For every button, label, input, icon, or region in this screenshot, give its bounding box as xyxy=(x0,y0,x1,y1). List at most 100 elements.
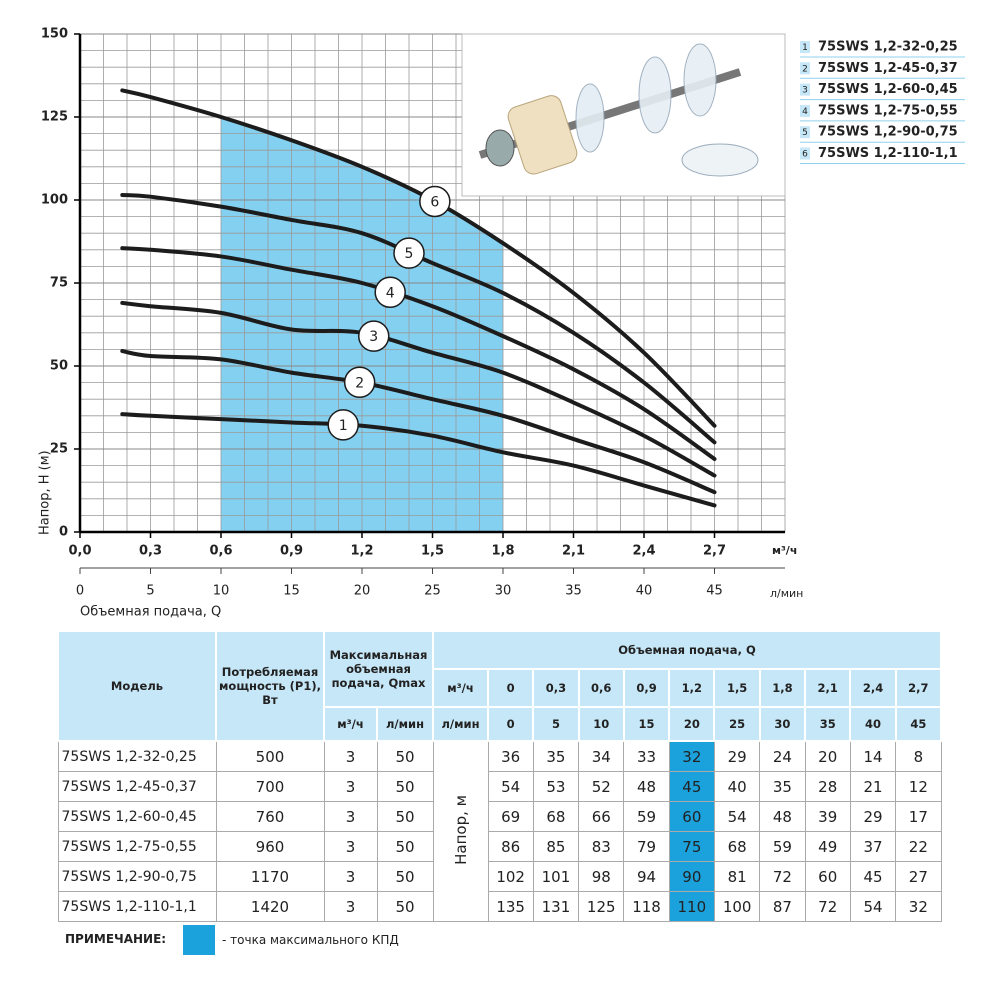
table-row: 75SWS 1,2-60-0,45 760 3 50 69 68 66 59 60 54 48 39 2… xyxy=(57,801,942,832)
table-cell: 50 xyxy=(376,801,434,832)
x2-tick-label: 35 xyxy=(565,584,582,599)
table-cell: 75SWS 1,2-75-0,55 xyxy=(57,831,217,862)
table-cell: 20 xyxy=(804,740,851,772)
x-tick-label: 0,9 xyxy=(280,544,303,559)
curve-label-circle xyxy=(393,237,425,269)
table-cell: 66 xyxy=(578,801,625,832)
header-cell: 1,8 xyxy=(758,668,807,708)
table-cell: 118 xyxy=(623,891,670,922)
header-cell: 2,1 xyxy=(804,668,852,708)
x-tick-label: 2,4 xyxy=(632,544,655,559)
header-cell: л/мин xyxy=(432,706,489,742)
data-table: Модель Потребляемая мощность (P1), Вт Макс… xyxy=(57,630,943,922)
legend-number: 3 xyxy=(802,86,808,96)
table-cell: 3 xyxy=(323,831,378,862)
table-cell: 135 xyxy=(487,891,534,922)
header-cell: 0 xyxy=(486,668,535,708)
y-axis-label: Напор, Н (м) xyxy=(38,450,53,535)
header-cell: 0,6 xyxy=(577,668,625,708)
table-cell: 45 xyxy=(849,861,897,892)
legend-box xyxy=(800,147,810,160)
table-cell: 90 xyxy=(668,861,715,892)
curve-label-circle xyxy=(419,185,451,218)
table-cell: 98 xyxy=(578,861,625,892)
legend-box xyxy=(800,41,810,53)
table-cell: 50 xyxy=(376,831,434,862)
curve-label-circle xyxy=(374,276,406,309)
table-cell: 3 xyxy=(323,891,378,922)
header-cell: 1,2 xyxy=(668,668,716,708)
legend-number: 1 xyxy=(802,43,808,53)
table-cell: 960 xyxy=(215,831,325,862)
legend-box xyxy=(800,104,810,117)
y-tick-label: 0 xyxy=(59,525,68,540)
header-cell: 0 xyxy=(486,706,535,742)
x-tick-label: 0,3 xyxy=(139,544,162,559)
curve-label-circle xyxy=(343,366,376,399)
header-cell: 0,3 xyxy=(532,668,580,708)
table-cell: 48 xyxy=(759,801,806,832)
note: ПРИМЕЧАНИЕ: xyxy=(65,932,167,946)
header-cell: 2,4 xyxy=(849,668,897,708)
table-cell: 50 xyxy=(376,891,434,922)
legend-entry: 75SWS 1,2-110-1,1 xyxy=(818,146,958,161)
y-tick-label: 150 xyxy=(41,27,68,42)
table-cell: 54 xyxy=(487,771,534,802)
x-tick-label: 0,6 xyxy=(209,544,232,559)
header-cell: 15 xyxy=(622,706,671,742)
x-axis-label: Объемная подача, Q xyxy=(80,605,221,620)
curve xyxy=(120,349,717,495)
header-cell: 40 xyxy=(849,706,897,742)
y-tick-label: 25 xyxy=(50,442,68,457)
table-cell: 3 xyxy=(323,861,378,892)
table-cell: 14 xyxy=(849,740,897,772)
table-row: Модель Потребляемая мощность (P1), Вт Макс… xyxy=(57,630,943,742)
legend-entry: 75SWS 1,2-90-0,75 xyxy=(818,125,958,140)
x2-tick-label: 25 xyxy=(424,584,441,599)
x2-tick-label: 40 xyxy=(636,584,653,599)
x-tick-label: 2,1 xyxy=(562,544,585,559)
table-cell: 68 xyxy=(532,801,580,832)
table-cell: 34 xyxy=(578,740,625,772)
x-tick-label: 0,0 xyxy=(68,544,91,559)
table-cell: 81 xyxy=(713,861,761,892)
curve-label: 4 xyxy=(386,285,395,301)
table-cell: 94 xyxy=(623,861,670,892)
table-cell: 500 xyxy=(215,740,325,772)
table-cell: 8 xyxy=(895,740,942,772)
table-cell: 22 xyxy=(895,831,942,862)
table-cell: 12 xyxy=(895,771,942,802)
table-cell: 125 xyxy=(578,891,625,922)
table-cell: 83 xyxy=(578,831,625,862)
x-unit: м³/ч xyxy=(772,544,797,557)
curve-label-circle xyxy=(327,409,359,441)
table-cell: 35 xyxy=(532,740,580,772)
header-cell: 5 xyxy=(532,706,580,742)
table-cell: 32 xyxy=(668,740,715,772)
table-cell: 1420 xyxy=(215,891,325,922)
table-cell: 28 xyxy=(804,771,851,802)
table-cell: 53 xyxy=(532,771,580,802)
note-swatch xyxy=(183,925,215,955)
table-cell: 60 xyxy=(804,861,851,892)
table-cell: 33 xyxy=(623,740,670,772)
x-tick-label: 1,8 xyxy=(491,544,514,559)
header-cell: Модель xyxy=(57,630,217,742)
x-tick-label: 1,5 xyxy=(421,544,444,559)
legend-entry: 75SWS 1,2-75-0,55 xyxy=(818,103,958,118)
x2-tick-label: 15 xyxy=(283,584,300,599)
table-row: м³/ч 0 0,3 0,6 0,9 1,2 1,5 1,8 2,1 2,4 2,7 xyxy=(58,668,943,708)
legend-entry: 75SWS 1,2-60-0,45 xyxy=(818,82,958,97)
x2-unit: л/мин xyxy=(770,587,803,600)
y-tick-label: 100 xyxy=(41,193,68,208)
header-cell: 0,9 xyxy=(622,668,671,708)
header-cell: 20 xyxy=(668,706,716,742)
curve xyxy=(120,246,717,461)
curve xyxy=(120,300,717,478)
curve xyxy=(120,412,717,508)
curve-label: 1 xyxy=(339,418,348,434)
x2-tick-label: 0 xyxy=(76,584,84,599)
x-tick-label: 1,2 xyxy=(350,544,373,559)
table-cell: 700 xyxy=(215,771,325,802)
